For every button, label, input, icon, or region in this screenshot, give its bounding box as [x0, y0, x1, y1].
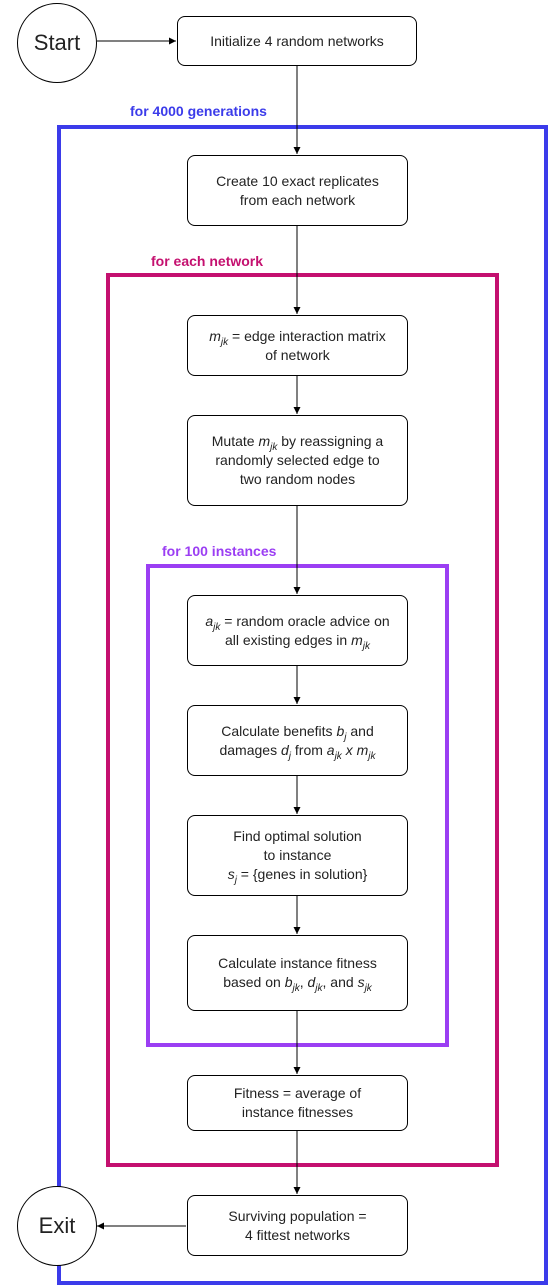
init-networks-text: Initialize 4 random networks [210, 32, 384, 49]
create-replicates-step: Create 10 exact replicates from each net… [187, 155, 408, 226]
mutate-step: Mutate mjk by reassigning a randomly sel… [187, 415, 408, 506]
replicates-line-2: from each network [239, 191, 356, 208]
loop-networks-frame [106, 273, 499, 1167]
instance-fitness-step: Calculate instance fitness based on bjk,… [187, 935, 408, 1011]
loop-networks-label: for each network [151, 253, 264, 269]
fitness-average-step: Fitness = average of instance fitnesses [187, 1075, 408, 1131]
init-networks-step: Initialize 4 random networks [177, 16, 417, 66]
edge-matrix-step: mjk = edge interaction matrix of network [187, 315, 408, 376]
surviving-population-step: Surviving population = 4 fittest network… [187, 1195, 408, 1256]
optimal-solution-step: Find optimal solution to instance sj = {… [187, 815, 408, 896]
loop-generations-label: for 4000 generations [130, 103, 267, 119]
start-node: Start [17, 3, 97, 83]
loop-generations-frame [57, 125, 548, 1285]
benefits-damages-step: Calculate benefits bj and damages dj fro… [187, 705, 408, 776]
replicates-line-1: Create 10 exact replicates [216, 172, 379, 189]
loop-instances-label: for 100 instances [162, 543, 277, 559]
oracle-advice-step: ajk = random oracle advice on all existi… [187, 595, 408, 666]
exit-node: Exit [17, 1186, 97, 1266]
